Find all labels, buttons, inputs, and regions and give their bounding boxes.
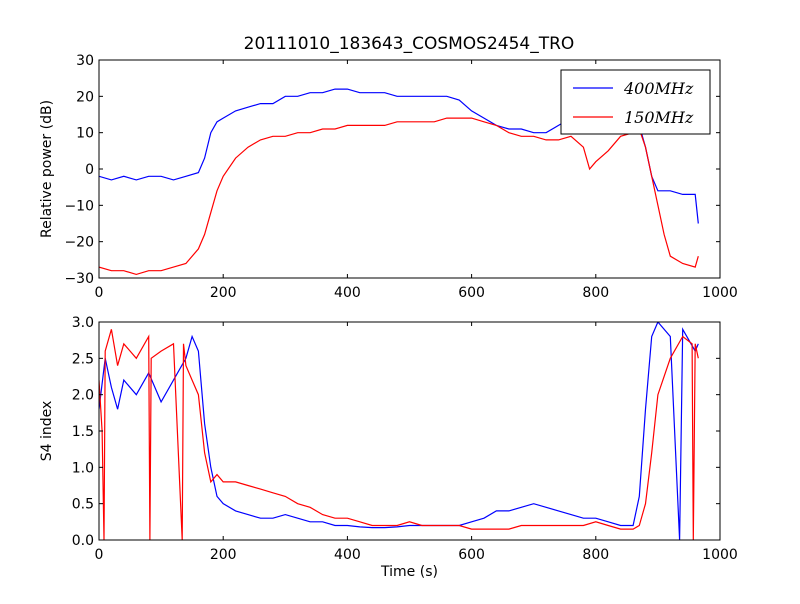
x-tick-label: 600 [458, 285, 485, 301]
y-axis-label: S4 index [39, 401, 55, 462]
y-tick-label: 1.5 [72, 424, 94, 440]
y-tick-label: 1.0 [72, 460, 94, 476]
x-tick-label: 0 [95, 285, 104, 301]
x-tick-label: 800 [582, 285, 609, 301]
x-axis-label: Time (s) [380, 564, 438, 580]
y-axis-label: Relative power (dB) [39, 100, 55, 238]
y-tick-label: 0.5 [72, 497, 94, 513]
x-tick-label: 1000 [702, 285, 738, 301]
x-tick-label: 0 [95, 547, 104, 563]
y-tick-label: −10 [64, 198, 94, 214]
axes-frame [98, 321, 721, 541]
y-tick-label: −20 [64, 235, 94, 251]
y-tick-label: 0 [85, 162, 94, 178]
x-tick-label: 200 [210, 285, 237, 301]
y-tick-label: 20 [76, 89, 94, 105]
x-tick-label: 200 [210, 547, 237, 563]
y-tick-label: 10 [76, 126, 94, 142]
y-tick-label: 2.5 [72, 351, 94, 367]
series-line-150mhz [99, 329, 699, 540]
y-tick-label: 2.0 [72, 388, 94, 404]
y-tick-label: 3.0 [72, 315, 94, 331]
x-tick-label: 800 [582, 547, 609, 563]
y-tick-label: 0.0 [72, 533, 94, 549]
x-tick-label: 400 [334, 547, 361, 563]
chart-title: 20111010_183643_COSMOS2454_TRO [244, 34, 575, 54]
x-tick-label: 600 [458, 547, 485, 563]
legend-label: 150MHz [624, 108, 694, 127]
y-tick-label: 30 [76, 53, 94, 69]
legend: 400MHz 150MHz [560, 69, 711, 135]
y-tick-label: −30 [64, 271, 94, 287]
x-tick-label: 400 [334, 285, 361, 301]
series-line-150mhz [99, 117, 699, 276]
legend-label: 400MHz [623, 79, 694, 98]
series-line-400mhz [99, 322, 699, 540]
s4-panel: 0 200 400 600 800 1000 0.0 0.5 1.0 1.5 2.0 2.5 3.0 S4… [39, 315, 738, 580]
power-panel: 0 200 400 600 800 1000 −30 −20 −10 0 10 20 30 Relativ… [39, 53, 738, 301]
x-tick-label: 1000 [702, 547, 738, 563]
